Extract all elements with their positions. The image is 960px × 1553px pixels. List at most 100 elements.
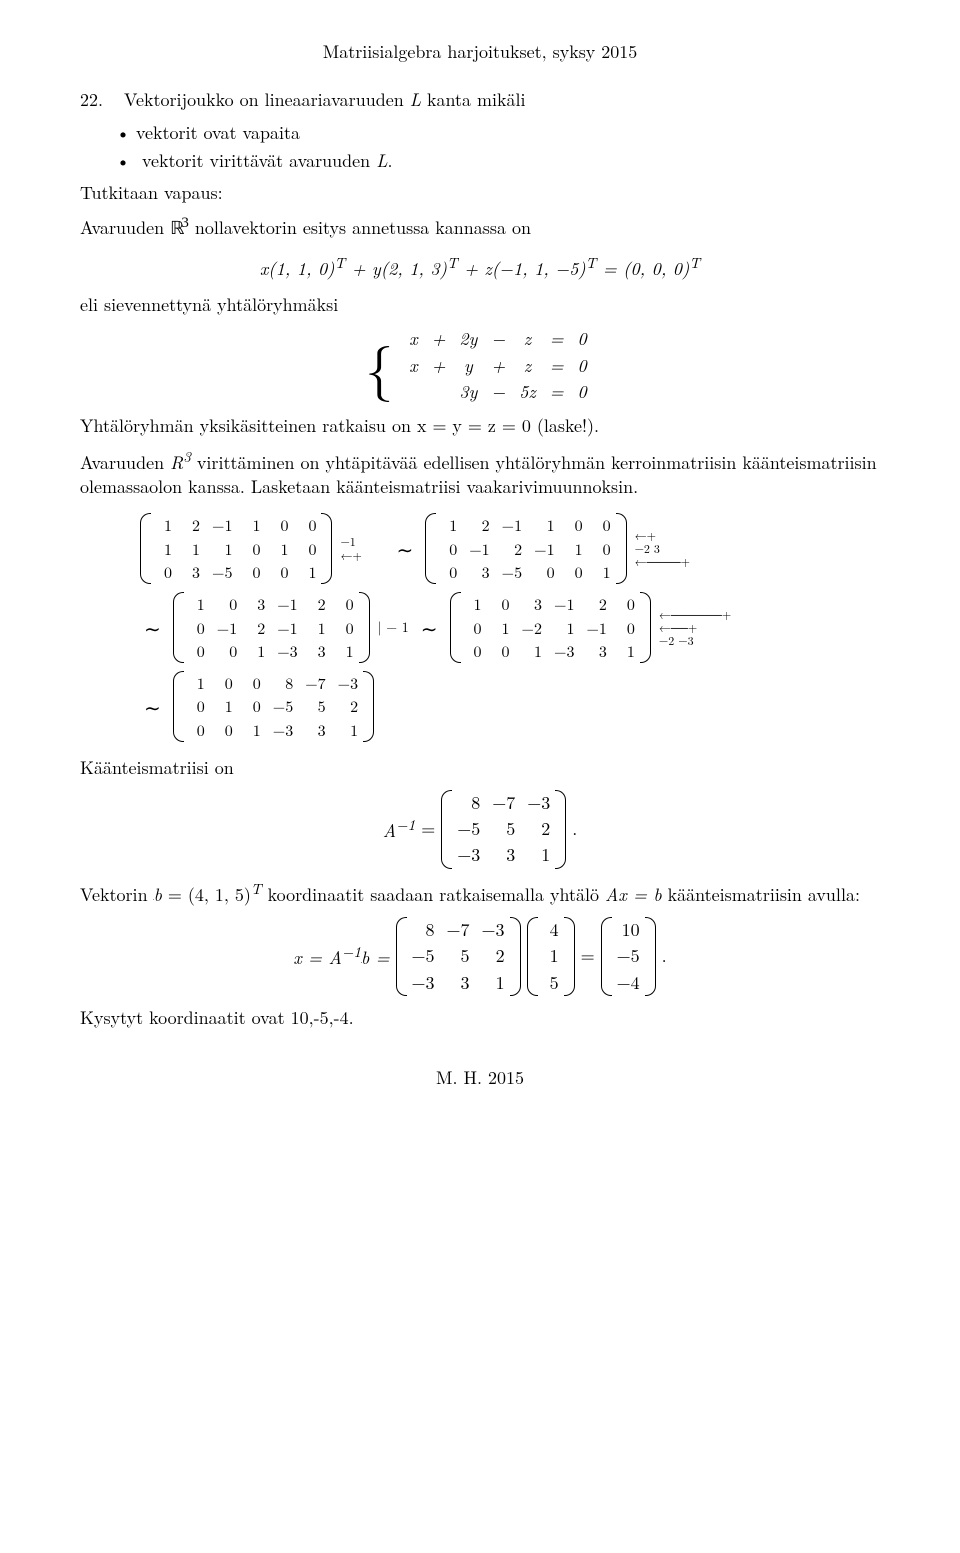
vektorin-word: Vektorin: [80, 882, 148, 907]
exercise-text2: kanta mikäli: [427, 87, 526, 112]
period-3: .: [662, 944, 667, 968]
Axb-A: A: [605, 882, 618, 907]
var-L: L: [410, 87, 421, 112]
R-var-sup: 3: [183, 446, 191, 467]
sievennys-text: eli sievennettynä yhtälöryhmäksi: [80, 293, 880, 317]
equation-system: { x + 2y − z = 0 x + y + z = 0: [80, 325, 880, 406]
row-reduction-block: 12−110011101003−5001 −1 ←+ ∼ 12−11000−12…: [80, 513, 880, 741]
exercise-number: 22.: [80, 88, 108, 112]
bullet-1: vektorit ovat vapaita: [80, 121, 880, 145]
s-r3-1: [426, 380, 452, 404]
op2-2: ←────+: [635, 555, 690, 568]
final-A-sup: −1: [342, 941, 361, 962]
s-r1-6: 0: [572, 327, 593, 351]
inverse-is-text: Käänteismatriisi on: [80, 756, 880, 780]
ops-2: ←+ −2 3 ←────+: [635, 529, 690, 569]
symbol-R3: ℝ3: [170, 218, 189, 238]
tilde-2: ∼: [140, 614, 165, 641]
op1-1: ←+: [340, 549, 384, 562]
spanning-text: Avaruuden R3 virittäminen on yhtäpitävää…: [80, 447, 880, 500]
s-r2-1: +: [426, 354, 452, 378]
s-r1-2: 2y: [453, 327, 483, 351]
s-r3-5: =: [544, 380, 570, 404]
R-var: R: [170, 450, 183, 475]
A-letter: A: [383, 818, 396, 843]
s-r2-0: x: [403, 354, 423, 378]
matrix-3: 103−1200−12−110001−331: [173, 592, 370, 663]
exercise-text: Vektorijoukko on lineaariavaruuden L kan…: [124, 88, 526, 112]
bullet-2-text: vektorit virittävät avaruuden: [142, 148, 370, 173]
intro-post: nollavektorin esitys annetussa kannassa …: [195, 215, 531, 240]
period-2: .: [572, 817, 577, 841]
s-r2-2: y: [453, 354, 483, 378]
Axb-b: b: [653, 882, 661, 907]
matrix-2: 12−11000−12−11003−5001: [425, 513, 626, 584]
reduction-row-1: 12−110011101003−5001 −1 ←+ ∼ 12−11000−12…: [80, 513, 880, 584]
final-result-vec: 10−5−4: [601, 917, 656, 996]
left-brace: {: [365, 338, 393, 394]
s-r3-4: 5z: [513, 380, 542, 404]
linear-combination-eq: x(1, 1, 0)T + y(2, 1, 3)T + z(−1, 1, −5)…: [80, 253, 880, 281]
b-underbar-1: b: [154, 882, 162, 907]
s-r2-3: +: [485, 354, 511, 378]
ops-4: ←──────+ ←──+ −2 −3: [659, 608, 731, 648]
b-T: T: [251, 878, 262, 899]
lc-rhs: = (0, 0, 0): [596, 256, 689, 281]
tilde-4: ∼: [140, 693, 165, 720]
A-inverse-matrix: 8−7−3−552−331: [441, 790, 566, 869]
ops-1: −1 ←+: [340, 535, 384, 561]
exercise-heading: 22. Vektorijoukko on lineaariavaruuden L…: [80, 88, 880, 112]
reduction-row-2: ∼ 103−1200−12−110001−331 | − 1 ∼ 103−120…: [80, 592, 880, 663]
s-r3-6: 0: [572, 380, 593, 404]
var-L-2: L: [376, 148, 387, 173]
Axb-x: x: [618, 882, 626, 907]
lc-T4: T: [689, 252, 700, 273]
koordinaatit-word: koordinaatit saadaan ratkaisemalla yhtäl…: [268, 882, 599, 907]
span-pre: Avaruuden: [80, 450, 164, 475]
s-r1-3: −: [485, 327, 511, 351]
var-R3: R3: [170, 450, 191, 475]
R-sup: 3: [181, 215, 189, 231]
avulla-word: käänteismatriisin avulla:: [668, 882, 860, 907]
answer-text: Kysytyt koordinaatit ovat 10,-5,-4.: [80, 1006, 880, 1030]
s-r1-0: x: [403, 327, 423, 351]
s-r1-5: =: [544, 327, 570, 351]
tilde-3: ∼: [417, 614, 442, 641]
x-eq-Ainv-b: x = A−1b =: [293, 942, 389, 970]
s-r1-1: +: [426, 327, 452, 351]
final-b-vec: 415: [527, 917, 575, 996]
final-computation: x = A−1b = 8−7−3−552−331 415 = 10−5−4 .: [80, 917, 880, 996]
s-r2-4: z: [513, 354, 542, 378]
lc-T3: T: [586, 252, 597, 273]
ops-3-mid: | − 1: [378, 618, 409, 637]
A-label: A−1: [383, 815, 416, 843]
eq-sign-2: =: [581, 944, 595, 968]
intro-line-1: Tutkitaan vapaus:: [80, 181, 880, 205]
page-header: Matriisialgebra harjoitukset, syksy 2015: [80, 40, 880, 64]
matrix-1: 12−110011101003−5001: [140, 513, 332, 584]
b-eq-vals: = (4, 1, 5): [162, 882, 251, 907]
inverse-matrix-eq: A−1 = 8−7−3−552−331 .: [80, 790, 880, 869]
bullet-2: vektorit virittävät avaruuden L.: [80, 149, 880, 173]
lc-T2: T: [447, 252, 458, 273]
system-table: x + 2y − z = 0 x + y + z = 0 3y −: [401, 325, 595, 406]
op4-2: −2 −3: [659, 634, 731, 647]
intro-line-2: Avaruuden ℝ3 nollavektorin esitys annetu…: [80, 213, 880, 240]
exercise-text1: Vektorijoukko on lineaariavaruuden: [124, 87, 404, 112]
eq-sign-1: =: [421, 817, 435, 841]
final-Ainv: 8−7−3−552−331: [396, 917, 521, 996]
matrix-5: 1008−7−3010−552001−331: [173, 671, 374, 742]
tilde-1: ∼: [392, 535, 417, 562]
final-A: A: [328, 945, 341, 970]
page-footer: M. H. 2015: [80, 1066, 880, 1090]
final-b: b: [361, 945, 369, 970]
s-r3-2: 3y: [453, 380, 483, 404]
R-letter: ℝ: [170, 218, 181, 238]
intro-pre: Avaruuden: [80, 215, 164, 240]
reduction-row-3: ∼ 1008−7−3010−552001−331: [80, 671, 880, 742]
s-r1-4: z: [513, 327, 542, 351]
lc-m1: + y(2, 1, 3): [345, 256, 447, 281]
matrix-4: 103−12001−21−10001−331: [450, 592, 651, 663]
lc-T1: T: [335, 252, 346, 273]
s-r3-3: −: [485, 380, 511, 404]
